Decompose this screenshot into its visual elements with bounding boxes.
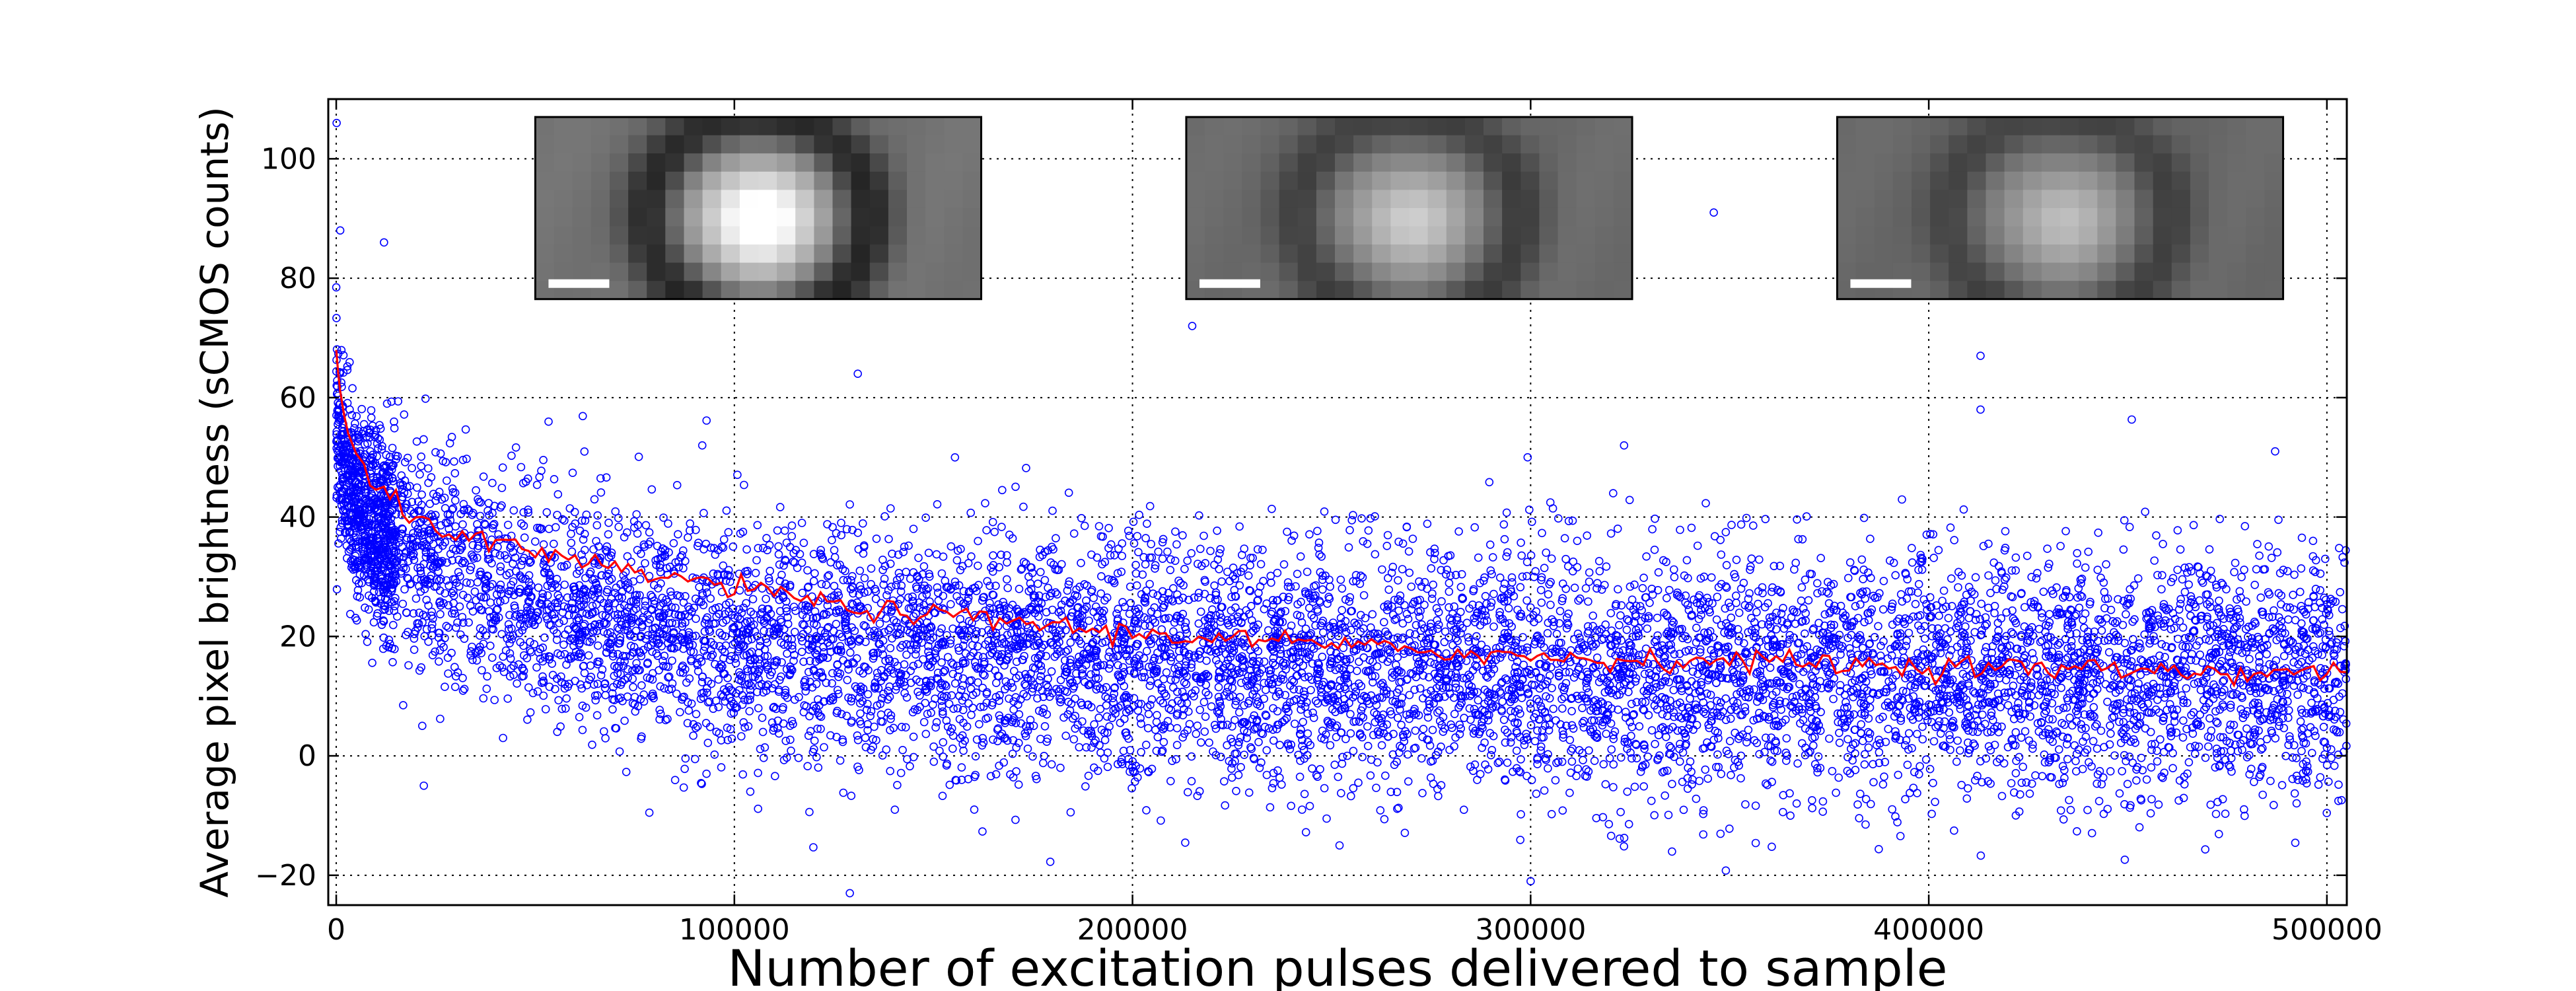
- scatter-point: [345, 528, 354, 537]
- scatter-point: [357, 404, 367, 414]
- scatter-point: [332, 314, 341, 322]
- scatter-point: [347, 410, 357, 420]
- scatter-point: [368, 658, 376, 667]
- scatter-point: [363, 638, 372, 646]
- scatter-point: [378, 644, 388, 653]
- scatter-point: [339, 351, 348, 360]
- scatter-point: [382, 399, 392, 408]
- scatter-point: [361, 603, 369, 612]
- scatter-point: [376, 424, 385, 433]
- scatter-point: [361, 630, 370, 639]
- scatter-point: [384, 606, 394, 615]
- scatter-point: [390, 597, 399, 606]
- scatter-point: [345, 357, 354, 367]
- scatter-point: [332, 283, 341, 292]
- scatter-point: [348, 384, 357, 393]
- scatter-point: [377, 445, 386, 454]
- scatter-point: [380, 605, 390, 614]
- scatter-point: [388, 620, 398, 630]
- scatter-point: [332, 491, 341, 500]
- scatter-series: [332, 118, 2351, 898]
- scatter-point: [387, 397, 396, 406]
- scatter-point: [388, 443, 397, 453]
- scatter-point: [338, 383, 346, 391]
- scatter-point: [332, 585, 341, 594]
